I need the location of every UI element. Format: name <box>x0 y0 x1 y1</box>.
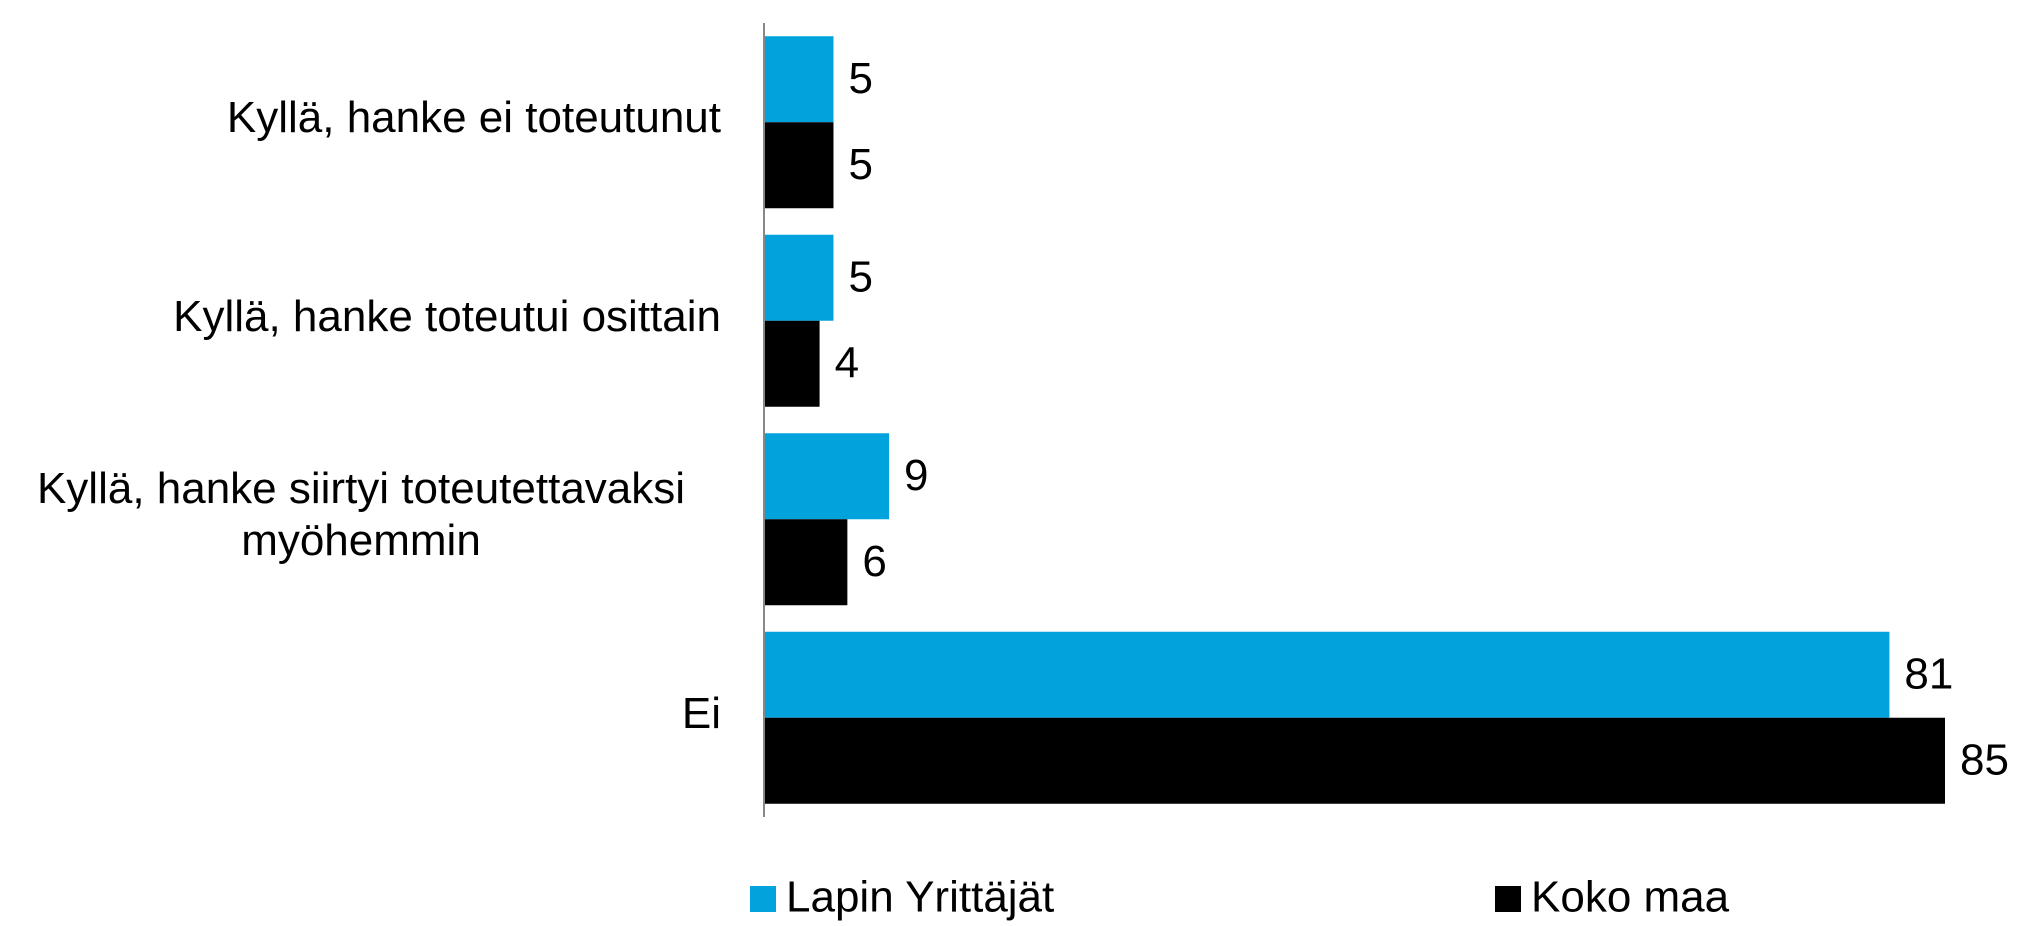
category-label: Ei <box>681 688 721 738</box>
data-label: 4 <box>835 338 859 387</box>
legend-label: Lapin Yrittäjät <box>786 873 1054 922</box>
data-label: 5 <box>848 54 872 103</box>
data-label: 85 <box>1960 735 2009 784</box>
data-label: 6 <box>862 537 886 586</box>
bar <box>764 631 1890 718</box>
data-label: 5 <box>848 252 872 301</box>
bar <box>764 320 820 407</box>
bar <box>764 717 1945 804</box>
data-label: 81 <box>1904 649 1953 698</box>
bar <box>764 122 834 209</box>
category-label: Kyllä, hanke siirtyi toteutettavaksi myö… <box>36 464 686 566</box>
category-label: Kyllä, hanke ei toteutunut <box>226 93 721 143</box>
legend-swatch <box>1495 886 1521 912</box>
legend-swatch <box>750 886 776 912</box>
legend-label: Koko maa <box>1531 873 1730 922</box>
bar <box>764 36 834 123</box>
data-label: 9 <box>904 451 928 500</box>
bar <box>764 433 890 520</box>
category-label: Kyllä, hanke toteutui osittain <box>173 291 721 341</box>
data-label: 5 <box>848 140 872 189</box>
bar <box>764 234 834 321</box>
bar <box>764 519 848 606</box>
